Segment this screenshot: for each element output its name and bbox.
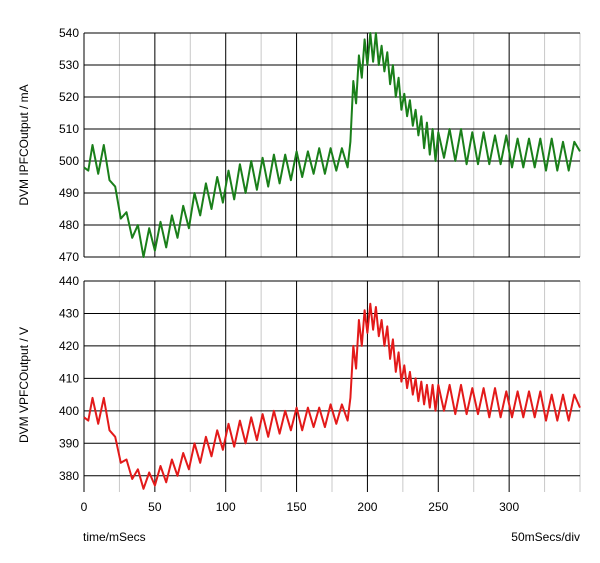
bottom-panel-series [83, 302, 581, 490]
top-panel-y-axis-label: DVM IPFCOutput / mA [17, 84, 31, 205]
x-tick-label: 100 [216, 500, 236, 514]
y-tick-label: 390 [59, 436, 79, 450]
bottom-panel: 380 390 400 410 420 430 440 DVM VPFCOutput / V [17, 274, 581, 492]
x-tick-label: 50 [148, 500, 162, 514]
bottom-panel-grid [83, 280, 581, 492]
y-tick-label: 480 [59, 218, 79, 232]
top-panel-y-ticks: 470 480 490 500 510 520 530 540 [59, 26, 79, 264]
y-tick-label: 440 [59, 274, 79, 288]
y-tick-label: 430 [59, 306, 79, 320]
top-panel-grid [83, 32, 581, 258]
bottom-panel-y-axis-label: DVM VPFCOutput / V [17, 327, 31, 443]
top-panel-series [83, 32, 581, 258]
x-axis-label: time/mSecs [83, 530, 146, 544]
x-tick-label: 0 [81, 500, 88, 514]
y-tick-label: 380 [59, 469, 79, 483]
x-scale-note: 50mSecs/div [511, 530, 580, 544]
bottom-panel-y-ticks: 380 390 400 410 420 430 440 [59, 274, 79, 483]
y-tick-label: 500 [59, 154, 79, 168]
series-line [83, 302, 581, 490]
x-tick-label: 250 [428, 500, 448, 514]
y-tick-label: 490 [59, 186, 79, 200]
y-tick-label: 510 [59, 122, 79, 136]
top-panel: 470 480 490 500 510 520 530 540 DVM IPFCOutput … [17, 26, 581, 264]
y-tick-label: 520 [59, 90, 79, 104]
y-tick-label: 470 [59, 250, 79, 264]
y-tick-label: 400 [59, 404, 79, 418]
x-tick-label: 200 [357, 500, 377, 514]
y-tick-label: 420 [59, 339, 79, 353]
y-tick-label: 410 [59, 371, 79, 385]
x-tick-label: 150 [287, 500, 307, 514]
series-line [83, 32, 581, 258]
y-tick-label: 540 [59, 26, 79, 40]
x-axis-ticks: 0 50 100 150 200 250 300 [81, 500, 520, 514]
x-tick-label: 300 [499, 500, 519, 514]
y-tick-label: 530 [59, 58, 79, 72]
